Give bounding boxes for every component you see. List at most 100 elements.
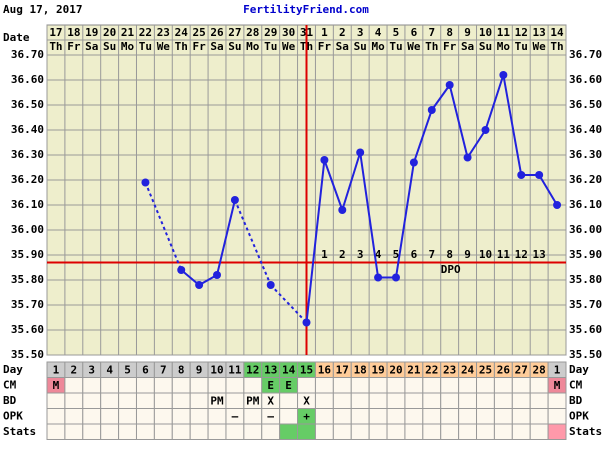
cell: [368, 408, 388, 425]
cell: [368, 423, 388, 440]
cell: [189, 423, 209, 440]
dpo-number: 12: [515, 248, 528, 261]
x-tick-label: 2: [339, 26, 346, 39]
cell: [118, 408, 137, 425]
weekday-label: Th: [175, 40, 188, 53]
x-tick-label: 5: [393, 26, 400, 39]
y-tick-label-right: 36.70: [569, 48, 602, 61]
x-tick-label: 8: [446, 26, 453, 39]
cell-text: 13: [264, 363, 277, 376]
cell: [476, 392, 495, 409]
x-tick-label: 4: [375, 26, 382, 39]
weekday-label: We: [157, 40, 171, 53]
weekday-label: Tu: [139, 40, 152, 53]
cell: [207, 423, 227, 440]
dpo-number: 6: [411, 248, 418, 261]
cell: [207, 377, 227, 394]
temp-point: [409, 158, 418, 167]
cell-text: 27: [515, 363, 528, 376]
cell: [82, 423, 102, 440]
cell-text: X: [267, 394, 274, 407]
cell: [529, 392, 549, 409]
cell: [82, 408, 102, 425]
cell: [368, 377, 388, 394]
x-tick-label: 20: [103, 26, 116, 39]
cell-text: 7: [160, 363, 167, 376]
temp-point: [320, 156, 329, 164]
weekday-label: Su: [228, 40, 241, 53]
y-tick-label: 36.40: [11, 123, 44, 136]
weekday-label: Sa: [85, 40, 98, 53]
temp-point: [535, 171, 544, 179]
weekday-label: Su: [479, 40, 492, 53]
cell: [64, 423, 84, 440]
cell-text: 11: [228, 363, 242, 376]
weekday-label: Fr: [192, 40, 206, 53]
dpo-number: 13: [533, 248, 546, 261]
x-tick-label: 22: [139, 26, 152, 39]
cell: [279, 392, 299, 409]
cell: [404, 392, 424, 409]
cell: [189, 392, 209, 409]
x-tick-label: 7: [428, 26, 435, 39]
gap-connector: [269, 284, 308, 324]
temp-point: [195, 281, 204, 289]
cell: [118, 423, 137, 440]
cell-text: 16: [318, 363, 332, 376]
cell-text: 23: [443, 363, 456, 376]
cell: [476, 408, 495, 425]
y-tick-label: 35.90: [11, 248, 44, 261]
cell: [64, 392, 84, 409]
dpo-number: 1: [321, 248, 328, 261]
y-tick-label-right: 36.00: [569, 223, 602, 236]
cell: [46, 392, 66, 409]
y-tick-label: 36.60: [11, 73, 44, 86]
x-tick-label: 21: [121, 26, 135, 39]
chart-date: Aug 17, 2017: [3, 3, 82, 16]
cell-text: 15: [300, 363, 313, 376]
cell: [153, 408, 173, 425]
cell: [189, 408, 209, 425]
cell: [279, 423, 299, 440]
cell: [440, 377, 460, 394]
cell: [386, 408, 406, 425]
cell: [332, 377, 352, 394]
x-tick-label: 3: [357, 26, 364, 39]
dpo-number: 2: [339, 248, 346, 261]
weekday-label: Mo: [121, 40, 135, 53]
cell: [314, 377, 334, 394]
row-label: OPK: [3, 409, 23, 422]
cell: [422, 408, 442, 425]
temp-point: [141, 178, 150, 187]
y-tick-label-right: 35.60: [569, 323, 602, 336]
cell: [458, 408, 478, 425]
x-tick-label: 13: [533, 26, 546, 39]
cell: [100, 423, 120, 440]
y-tick-label: 36.00: [11, 223, 44, 236]
cell-text: 8: [178, 363, 185, 376]
x-tick-label: 17: [49, 26, 62, 39]
x-tick-label: 28: [246, 26, 259, 39]
temp-point: [374, 273, 383, 282]
cell-text: 18: [354, 363, 367, 376]
cell: [529, 377, 549, 394]
cell: [100, 377, 120, 394]
cell-text: 4: [106, 363, 113, 376]
row-label-right: CM: [569, 378, 583, 391]
dpo-number: 3: [357, 248, 364, 261]
x-tick-label: 18: [67, 26, 80, 39]
cell: [458, 392, 478, 409]
y-tick-label-right: 36.30: [569, 148, 602, 161]
cell: [493, 408, 513, 425]
temp-point: [338, 206, 347, 214]
temp-point: [427, 106, 436, 114]
weekday-label: Mo: [497, 40, 511, 53]
cell: [243, 377, 263, 394]
cell: [135, 377, 155, 394]
cell-text: PM: [246, 394, 260, 407]
cell: [511, 408, 531, 425]
x-tick-label: 1: [321, 26, 328, 39]
temp-point: [499, 71, 508, 79]
cell: [297, 377, 316, 394]
